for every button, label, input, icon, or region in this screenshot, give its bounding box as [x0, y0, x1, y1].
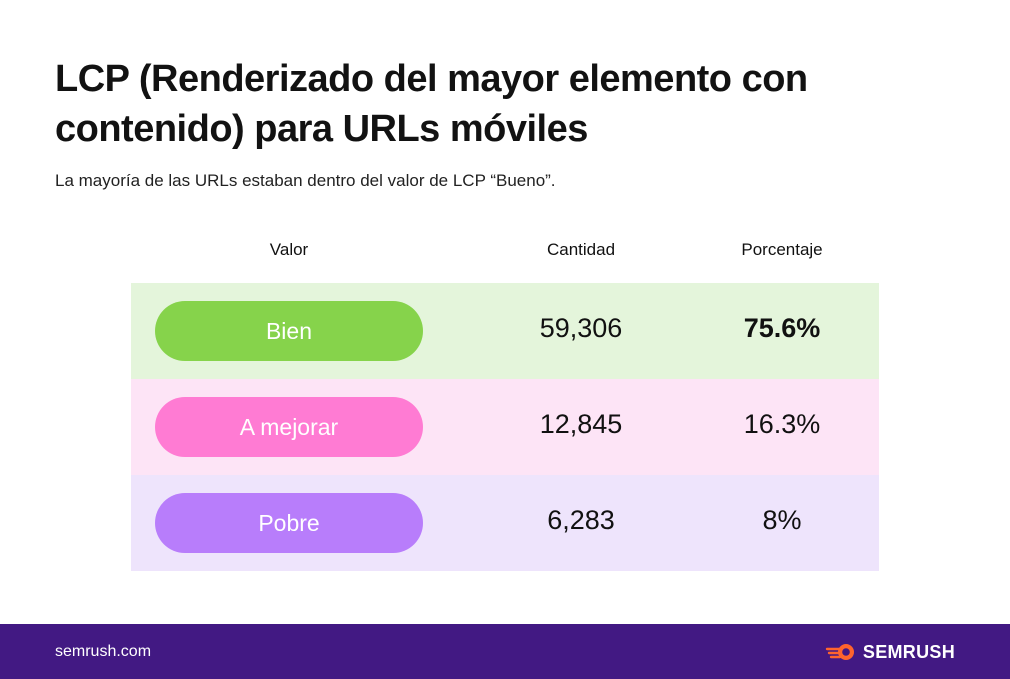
column-header-cantidad: Cantidad	[546, 240, 616, 259]
chart-title: LCP (Renderizado del mayor elemento con …	[55, 58, 808, 150]
semrush-wordmark: SEMRUSH	[862, 641, 955, 662]
table-row-bien: Bien 59,306 75.6%	[131, 283, 879, 379]
semrush-fireball-icon	[825, 644, 854, 660]
cantidad-cell-pobre: 6,283	[547, 504, 615, 535]
cantidad-cell-a-mejorar: 12,845	[539, 408, 623, 439]
data-table: Bien 59,306 75.6% A mejorar 12,845 16.3%…	[131, 283, 879, 571]
value-pill-a-mejorar: A mejorar	[155, 397, 423, 457]
column-header-porcentaje: Porcentaje	[741, 240, 823, 259]
column-header-valor: Valor	[269, 240, 309, 259]
chart-subtitle: La mayoría de las URLs estaban dentro de…	[55, 171, 556, 190]
footer-domain-link[interactable]: semrush.com	[55, 643, 152, 660]
porcentaje-cell-bien: 75.6%	[743, 312, 821, 343]
cantidad-cell-bien: 59,306	[539, 312, 623, 343]
value-pill-pobre: Pobre	[155, 493, 423, 553]
value-pill-bien: Bien	[155, 301, 423, 361]
footer-bar: semrush.com SEMRUSH	[0, 624, 1010, 679]
semrush-logo: SEMRUSH	[825, 641, 955, 663]
table-row-a-mejorar: A mejorar 12,845 16.3%	[131, 379, 879, 475]
porcentaje-cell-pobre: 8%	[762, 504, 802, 535]
table-row-pobre: Pobre 6,283 8%	[131, 475, 879, 571]
porcentaje-cell-a-mejorar: 16.3%	[743, 408, 821, 439]
